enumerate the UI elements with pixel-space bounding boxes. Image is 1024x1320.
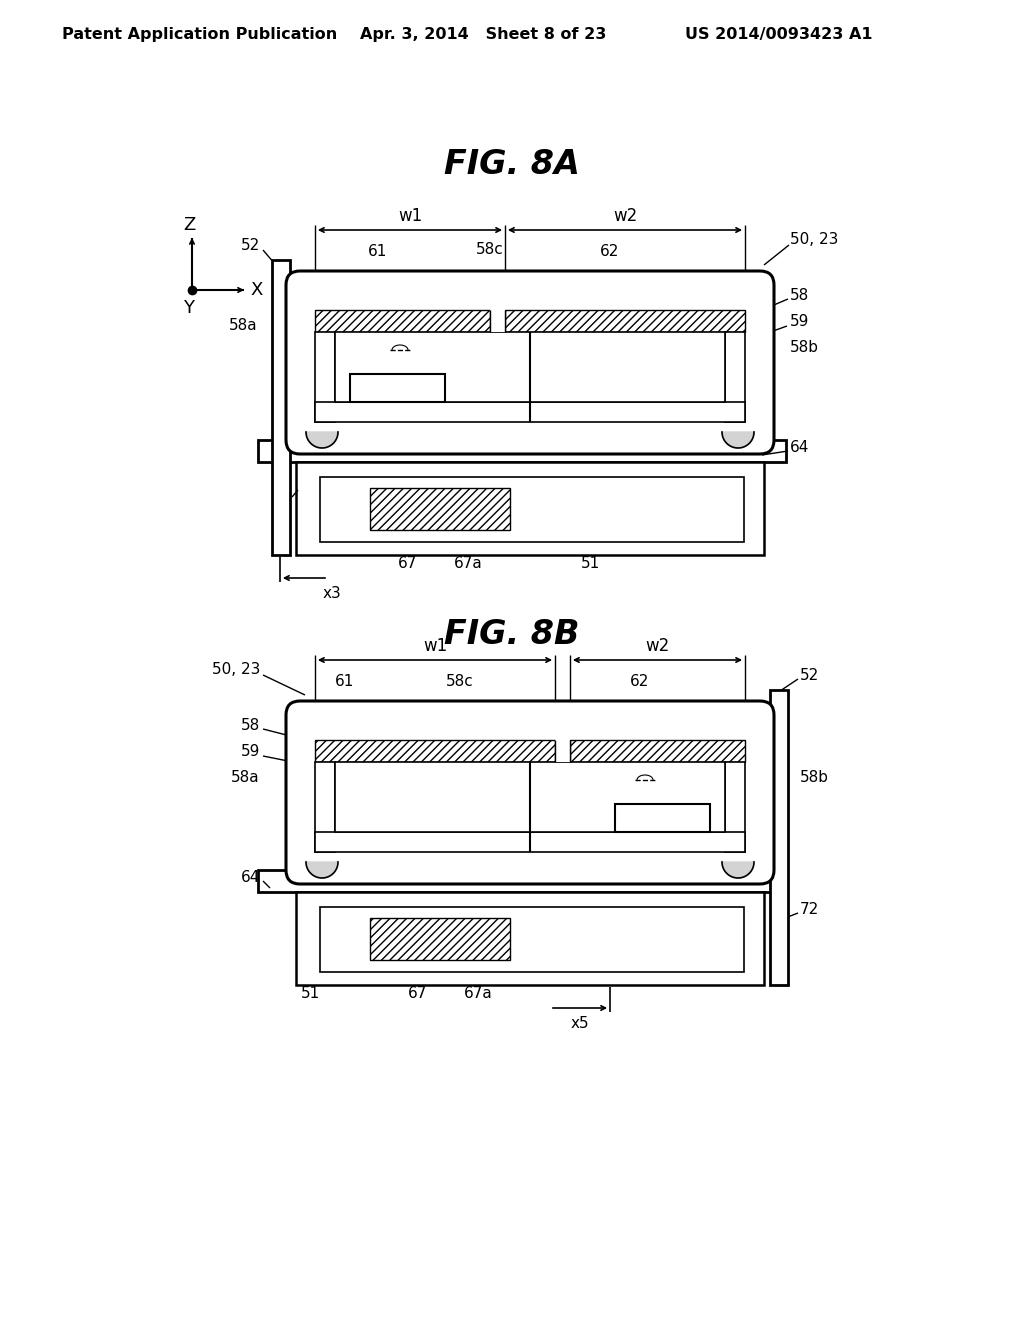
Text: 50, 23: 50, 23 <box>790 232 839 248</box>
Text: w1: w1 <box>398 207 422 224</box>
Bar <box>335 333 725 403</box>
Polygon shape <box>306 862 338 878</box>
Bar <box>319 907 744 972</box>
Text: 72: 72 <box>800 903 819 917</box>
Text: w2: w2 <box>645 638 669 655</box>
Text: Patent Application Publication: Patent Application Publication <box>62 28 337 42</box>
Bar <box>505 310 745 333</box>
Text: 60: 60 <box>440 791 460 805</box>
Bar <box>272 260 290 554</box>
Text: 50, 23: 50, 23 <box>212 663 260 677</box>
Polygon shape <box>722 862 754 878</box>
Bar <box>555 741 570 762</box>
Text: 58b: 58b <box>800 771 829 785</box>
Text: 58: 58 <box>241 718 260 733</box>
Bar <box>725 333 745 422</box>
Bar <box>315 310 490 333</box>
Bar <box>725 762 745 851</box>
Bar <box>770 690 788 985</box>
Text: 52: 52 <box>241 238 260 252</box>
Text: w1: w1 <box>423 638 447 655</box>
Bar <box>315 333 335 422</box>
Bar <box>296 462 764 554</box>
Text: Z: Z <box>183 216 196 234</box>
Text: 67: 67 <box>409 986 428 1002</box>
Text: 10: 10 <box>350 360 370 375</box>
Polygon shape <box>722 432 754 447</box>
FancyBboxPatch shape <box>286 701 774 884</box>
Text: w2: w2 <box>613 207 637 224</box>
Text: FIG. 8A: FIG. 8A <box>444 149 580 181</box>
Bar <box>490 310 505 333</box>
Bar <box>319 477 744 543</box>
Text: 67a: 67a <box>454 557 482 572</box>
Text: US 2014/0093423 A1: US 2014/0093423 A1 <box>685 28 872 42</box>
Bar <box>315 762 335 851</box>
Text: 59: 59 <box>790 314 809 330</box>
Bar <box>370 917 510 960</box>
Text: 58a: 58a <box>231 771 260 785</box>
Text: 61: 61 <box>369 244 388 260</box>
Text: 67: 67 <box>398 557 418 572</box>
FancyBboxPatch shape <box>286 271 774 454</box>
Text: Y: Y <box>183 300 195 317</box>
Bar <box>258 440 786 462</box>
Text: 59a: 59a <box>346 791 375 805</box>
Bar <box>335 762 725 832</box>
Text: 64: 64 <box>241 870 260 886</box>
Bar <box>315 832 745 851</box>
Text: x5: x5 <box>570 1015 590 1031</box>
Text: 60: 60 <box>435 360 455 375</box>
Bar <box>570 741 745 762</box>
Bar <box>296 892 764 985</box>
Text: 58c: 58c <box>446 675 474 689</box>
Text: 58a: 58a <box>229 318 258 333</box>
Text: Apr. 3, 2014   Sheet 8 of 23: Apr. 3, 2014 Sheet 8 of 23 <box>360 28 606 42</box>
Bar <box>615 804 710 832</box>
Bar <box>350 374 445 403</box>
Text: 61: 61 <box>335 675 354 689</box>
Text: 67a: 67a <box>464 986 493 1002</box>
Text: 59: 59 <box>241 744 260 759</box>
Text: FIG. 8B: FIG. 8B <box>444 619 580 652</box>
Text: 52: 52 <box>800 668 819 682</box>
Text: 51: 51 <box>300 986 319 1002</box>
Text: x3: x3 <box>323 586 341 601</box>
Text: X: X <box>251 281 263 300</box>
Text: 10: 10 <box>536 791 555 805</box>
Text: 58b: 58b <box>790 341 819 355</box>
Text: 64: 64 <box>790 441 809 455</box>
Bar <box>370 488 510 531</box>
Text: 58c: 58c <box>476 243 504 257</box>
Text: 58: 58 <box>790 288 809 302</box>
Text: 71: 71 <box>270 487 290 503</box>
Text: 51: 51 <box>581 557 600 572</box>
Polygon shape <box>306 432 338 447</box>
Text: 62: 62 <box>600 244 620 260</box>
Text: 62: 62 <box>631 675 649 689</box>
Bar <box>315 741 555 762</box>
Text: 59a: 59a <box>516 360 545 375</box>
Bar <box>315 403 745 422</box>
Bar <box>258 870 786 892</box>
